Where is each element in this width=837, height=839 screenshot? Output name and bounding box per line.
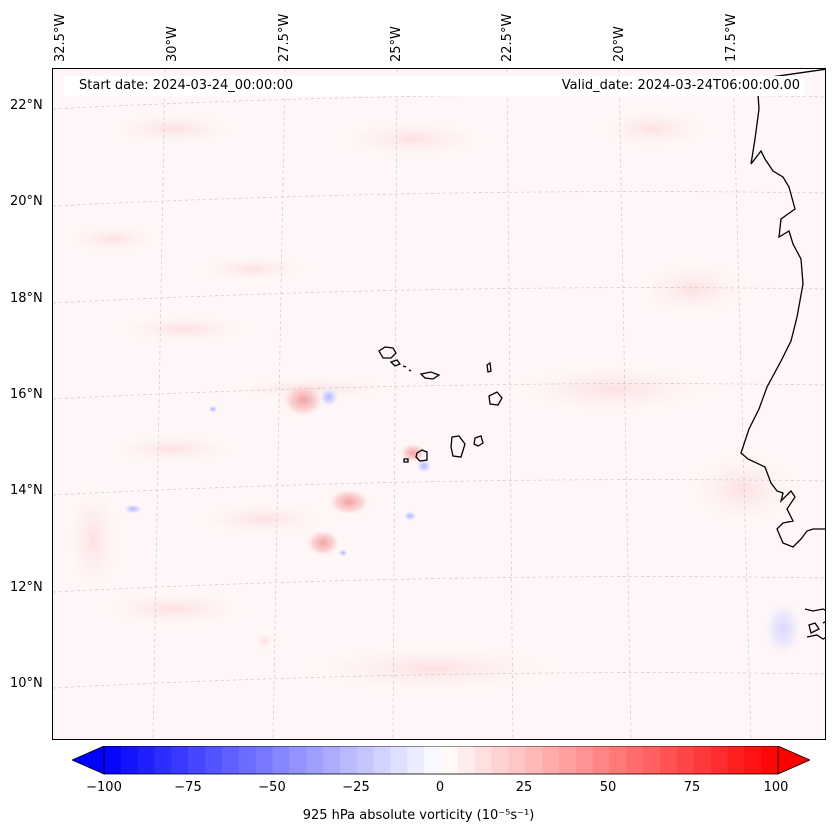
colorbar-bin	[407, 746, 425, 774]
colorbar-bin	[272, 746, 290, 774]
colorbar-bin	[255, 746, 273, 774]
longitude-label: 17.5°W	[724, 13, 739, 62]
vorticity-field	[63, 107, 803, 695]
colorbar-bin	[744, 746, 762, 774]
longitude-label: 27.5°W	[277, 13, 292, 62]
colorbar-bin	[693, 746, 712, 774]
colorbar-bin	[306, 746, 324, 774]
colorbar-bin	[339, 746, 358, 774]
valid-date-label: Valid_date: 2024-03-24T06:00:00.00	[561, 78, 800, 93]
colorbar-bin	[154, 746, 172, 774]
colorbar-bin	[137, 746, 156, 774]
colorbar-bin	[424, 746, 442, 774]
colorbar-bin	[457, 746, 476, 774]
longitude-label: 20°W	[612, 26, 627, 62]
colorbar-bin	[373, 746, 391, 774]
colorbar-bin	[525, 746, 543, 774]
colorbar-tick: 100	[763, 780, 789, 795]
latitude-label: 18°N	[10, 291, 43, 306]
colorbar-tick: 0	[435, 780, 445, 795]
longitude-label: 25°W	[389, 26, 404, 62]
colorbar-bin	[609, 746, 627, 774]
colorbar-bin	[323, 746, 341, 774]
latitude-label: 12°N	[10, 580, 43, 595]
africa-coastline	[740, 69, 825, 640]
graticule	[53, 69, 825, 739]
colorbar-bin	[710, 746, 728, 774]
colorbar-tick: 50	[599, 780, 617, 795]
colorbar-bin	[626, 746, 644, 774]
colorbar-bin	[188, 746, 206, 774]
colorbar-tick: −25	[342, 780, 370, 795]
colorbar-tick: −75	[174, 780, 202, 795]
colorbar-bin	[390, 746, 408, 774]
colorbar-tick: 75	[683, 780, 701, 795]
latitude-label: 22°N	[10, 98, 43, 113]
colorbar-bin	[508, 746, 526, 774]
colorbar-bin	[289, 746, 307, 774]
colorbar-bin	[491, 746, 509, 774]
latitude-label: 16°N	[10, 387, 43, 402]
header-band	[64, 76, 804, 96]
colorbar-tick: −50	[258, 780, 286, 795]
colorbar-bin	[761, 746, 779, 774]
colorbar-bin	[575, 746, 594, 774]
colorbar	[72, 746, 810, 775]
colorbar-bin	[558, 746, 577, 774]
colorbar-bin	[592, 746, 610, 774]
colorbar-bin	[660, 746, 678, 774]
latitude-label: 20°N	[10, 194, 43, 209]
colorbar-bin	[104, 746, 122, 774]
colorbar-bin	[221, 746, 240, 774]
longitude-label: 30°W	[165, 26, 180, 62]
map-panel	[52, 68, 826, 740]
colorbar-bin	[441, 746, 459, 774]
colorbar-bin	[171, 746, 189, 774]
colorbar-bin	[474, 746, 493, 774]
colorbar-bin	[643, 746, 661, 774]
longitude-label: 22.5°W	[500, 13, 515, 62]
cape-verde-islands	[378, 346, 503, 463]
vorticity-map	[53, 69, 825, 739]
start-date-label: Start date: 2024-03-24_00:00:00	[79, 78, 294, 93]
colorbar-bin	[205, 746, 223, 774]
latitude-label: 10°N	[10, 676, 43, 691]
longitude-label: 32.5°W	[53, 13, 68, 62]
colorbar-tick: −100	[86, 780, 122, 795]
colorbar-bin	[542, 746, 560, 774]
colorbar-bin	[356, 746, 375, 774]
colorbar-label: 925 hPa absolute vorticity (10⁻⁵s⁻¹)	[302, 808, 535, 823]
colorbar-bin	[727, 746, 745, 774]
colorbar-bin	[676, 746, 695, 774]
colorbar-bin	[120, 746, 139, 774]
latitude-label: 14°N	[10, 483, 43, 498]
colorbar-tick: 25	[515, 780, 533, 795]
colorbar-bin	[238, 746, 257, 774]
